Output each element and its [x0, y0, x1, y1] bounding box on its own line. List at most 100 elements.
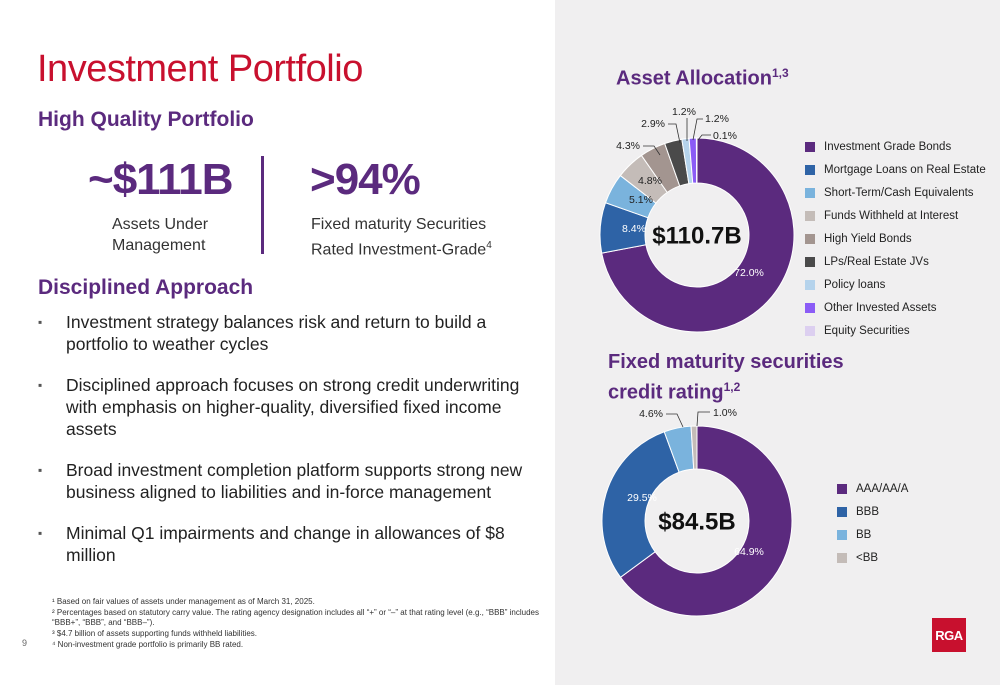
- page-title: Investment Portfolio: [37, 48, 363, 90]
- legend-swatch: [805, 210, 815, 221]
- credit-rating-title-line2-text: credit rating: [608, 381, 724, 404]
- data-label: 1.0%: [713, 407, 737, 419]
- legend-label: BBB: [856, 505, 880, 518]
- leader-line: [697, 134, 711, 141]
- ig-label-line1: Fixed maturity Securities: [311, 216, 487, 233]
- leader-line: [692, 118, 703, 141]
- legend-label: Policy loans: [824, 278, 886, 291]
- legend-swatch: [805, 279, 815, 290]
- credit-rating-legend: AAA/AA/A BBB BB <BB: [837, 477, 908, 569]
- legend-label: <BB: [856, 551, 879, 564]
- leader-line: [696, 411, 710, 427]
- donut-slice: [690, 425, 698, 470]
- legend-label: Mortgage Loans on Real Estate: [824, 163, 986, 176]
- legend-label: Other Invested Assets: [824, 301, 937, 314]
- legend-label: LPs/Real Estate JVs: [824, 255, 929, 268]
- rga-logo: RGA: [932, 618, 966, 652]
- legend-item: Funds Withheld at Interest: [805, 204, 986, 227]
- bullet-item: Broad investment completion platform sup…: [38, 459, 543, 503]
- legend-swatch: [837, 552, 847, 563]
- data-label: 29.5%: [627, 492, 657, 504]
- data-label: 72.0%: [734, 267, 764, 279]
- legend-item: LPs/Real Estate JVs: [805, 250, 986, 273]
- legend-item: Short-Term/Cash Equivalents: [805, 181, 986, 204]
- donut-slice: [601, 431, 680, 579]
- legend-item: Mortgage Loans on Real Estate: [805, 158, 986, 181]
- legend-item: Equity Securities: [805, 319, 986, 342]
- data-label: 2.9%: [641, 118, 665, 130]
- legend-label: High Yield Bonds: [824, 232, 912, 245]
- data-label: 4.3%: [616, 140, 640, 152]
- donut-slice: [601, 137, 795, 333]
- legend-item: BB: [837, 523, 908, 546]
- footnote: ² Percentages based on statutory carry v…: [52, 608, 539, 627]
- legend-label: BB: [856, 528, 872, 541]
- footnote: ⁴ Non-investment grade portfolio is prim…: [52, 640, 244, 649]
- legend-label: AAA/AA/A: [856, 482, 909, 495]
- ig-label: Fixed maturity Securities Rated Investme…: [311, 214, 492, 260]
- ig-value: >94%: [310, 155, 421, 204]
- asset-allocation-legend: Investment Grade Bonds Mortgage Loans on …: [805, 135, 986, 342]
- kpi-divider: [261, 156, 264, 254]
- legend-item: Policy loans: [805, 273, 986, 296]
- footnotes: ¹ Based on fair values of assets under m…: [52, 597, 552, 651]
- legend-swatch: [805, 141, 815, 152]
- data-label: 4.8%: [638, 175, 662, 187]
- donut-center-label: $110.7B: [652, 222, 741, 249]
- legend-swatch: [805, 164, 815, 175]
- footnote: ¹ Based on fair values of assets under m…: [52, 597, 315, 606]
- donut-center-label: $84.5B: [658, 508, 735, 535]
- credit-rating-donut: $84.5B 64.9% 29.5% 4.6% 1.0%: [601, 407, 793, 617]
- bullet-item: Minimal Q1 impairments and change in all…: [38, 522, 543, 566]
- ig-label-sup: 4: [486, 240, 492, 251]
- footnote: ³ $4.7 billion of assets supporting fund…: [52, 629, 258, 638]
- asset-allocation-title-text: Asset Allocation: [616, 67, 772, 90]
- legend-swatch: [805, 256, 815, 267]
- data-label: 5.1%: [629, 194, 653, 206]
- bullet-item: Disciplined approach focuses on strong c…: [38, 374, 543, 440]
- ig-label-line2-text: Rated Investment-Grade: [311, 241, 487, 259]
- legend-swatch: [805, 325, 815, 336]
- left-panel: Investment Portfolio High Quality Portfo…: [0, 0, 555, 685]
- data-label: 4.6%: [639, 408, 663, 420]
- credit-rating-title-line1: Fixed maturity securities: [608, 351, 844, 373]
- aum-label-line1: Assets Under: [112, 216, 209, 233]
- data-label: 8.4%: [622, 223, 646, 235]
- leader-line: [643, 145, 661, 156]
- legend-label: Equity Securities: [824, 324, 910, 337]
- aum-label: Assets Under Management: [112, 214, 208, 256]
- bullet-list: Investment strategy balances risk and re…: [38, 311, 543, 585]
- legend-swatch: [805, 233, 815, 244]
- data-label: 1.2%: [705, 113, 729, 125]
- ig-label-line2: Rated Investment-Grade4: [311, 235, 492, 260]
- legend-label: Funds Withheld at Interest: [824, 209, 959, 222]
- data-label: 0.1%: [713, 130, 737, 142]
- aum-value: ~$111B: [88, 155, 233, 204]
- legend-swatch: [837, 483, 847, 494]
- page-number: 9: [22, 638, 28, 648]
- aum-label-line2: Management: [112, 237, 206, 254]
- asset-allocation-title-sup: 1,3: [771, 66, 789, 80]
- leader-line: [666, 413, 684, 428]
- leader-line: [668, 123, 681, 144]
- legend-label: Short-Term/Cash Equivalents: [824, 186, 974, 199]
- credit-rating-title: Fixed maturity securities credit rating1…: [608, 350, 844, 406]
- legend-item: BBB: [837, 500, 908, 523]
- credit-rating-title-line2: credit rating1,2: [608, 375, 844, 406]
- legend-swatch: [805, 302, 815, 313]
- donut-slice: [695, 137, 698, 184]
- disciplined-heading: Disciplined Approach: [38, 276, 254, 299]
- legend-swatch: [837, 529, 847, 540]
- asset-allocation-title: Asset Allocation1,3: [616, 61, 789, 92]
- legend-label: Investment Grade Bonds: [824, 140, 952, 153]
- legend-item: Investment Grade Bonds: [805, 135, 986, 158]
- donut-slice: [619, 425, 793, 617]
- legend-item: High Yield Bonds: [805, 227, 986, 250]
- data-label: 1.2%: [672, 106, 696, 118]
- legend-swatch: [805, 187, 815, 198]
- legend-item: <BB: [837, 546, 908, 569]
- asset-allocation-donut: $110.7B 72.0% 8.4% 5.1% 4.8% 4.3%2.9% 1.2% 1.2%…: [599, 106, 795, 333]
- high-quality-heading: High Quality Portfolio: [38, 108, 254, 131]
- legend-item: AAA/AA/A: [837, 477, 908, 500]
